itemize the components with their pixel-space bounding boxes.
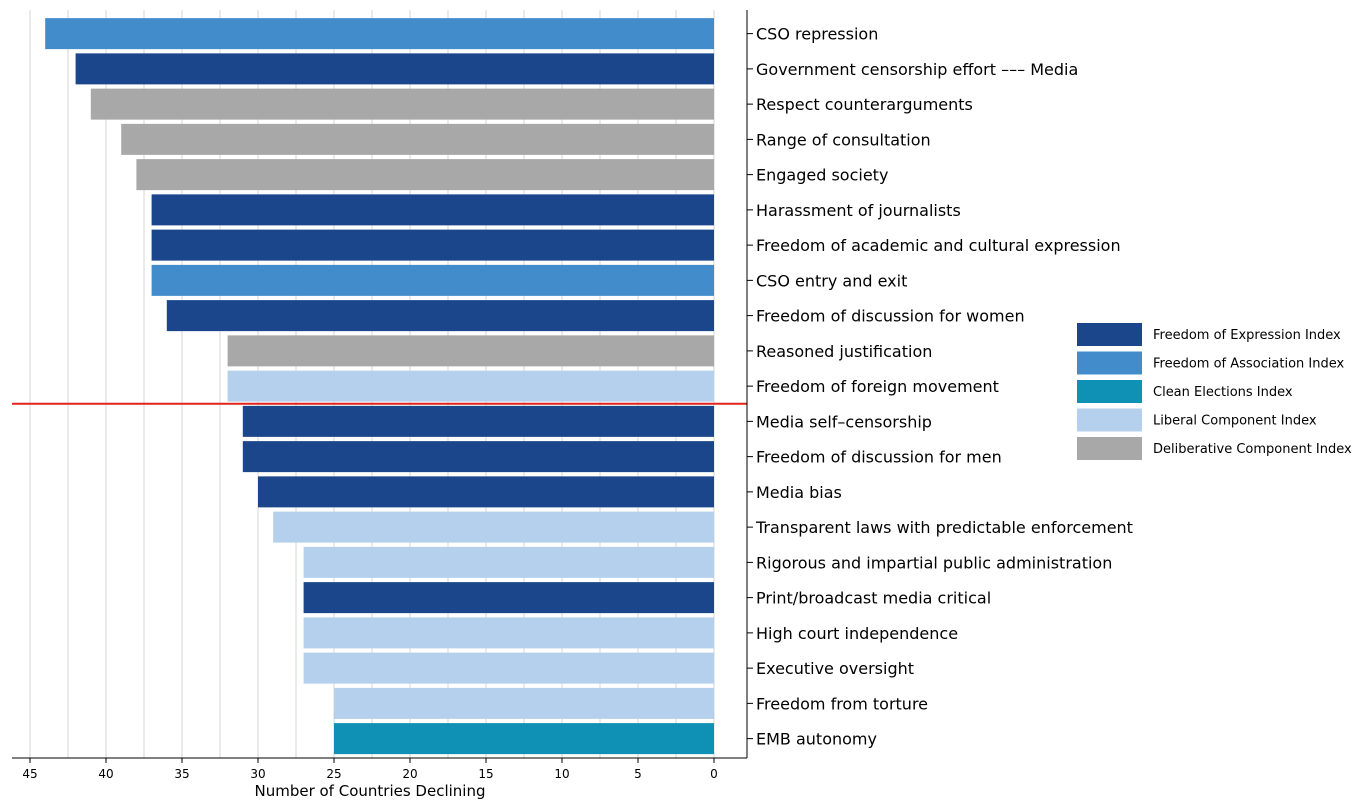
- axes: [12, 10, 753, 759]
- x-tick-label: 35: [174, 767, 189, 781]
- category-label: Respect counterarguments: [756, 95, 973, 114]
- category-label: Government censorship effort ––– Media: [756, 60, 1078, 79]
- bar: [227, 335, 714, 367]
- legend-swatch: [1077, 351, 1142, 375]
- category-label: Freedom of academic and cultural express…: [756, 236, 1121, 255]
- bar: [303, 617, 714, 649]
- bar: [334, 687, 714, 719]
- legend-label: Deliberative Component Index: [1153, 442, 1352, 457]
- x-tick-label: 5: [634, 767, 642, 781]
- x-axis-title: Number of Countries Declining: [254, 782, 485, 800]
- category-label: Harassment of journalists: [756, 201, 961, 220]
- bar: [227, 370, 714, 402]
- x-tick-label: 45: [22, 767, 37, 781]
- category-label: Transparent laws with predictable enforc…: [755, 518, 1133, 537]
- x-tick-label: 40: [98, 767, 113, 781]
- bar: [121, 123, 714, 155]
- category-label: CSO entry and exit: [756, 271, 907, 290]
- legend-swatch: [1077, 380, 1142, 403]
- bars: [45, 18, 715, 755]
- bar: [45, 18, 714, 50]
- category-label: Reasoned justification: [756, 342, 932, 361]
- bar: [242, 405, 715, 437]
- legend-swatch: [1077, 408, 1142, 432]
- category-label: Engaged society: [756, 166, 888, 185]
- bar: [273, 511, 714, 543]
- category-label: Freedom from torture: [756, 694, 928, 713]
- category-labels: CSO repression Government censorship effo…: [755, 25, 1133, 749]
- category-label: Media self–censorship: [756, 412, 932, 431]
- x-tick-label: 10: [554, 767, 569, 781]
- legend-swatch: [1077, 323, 1142, 346]
- category-label: Freedom of discussion for women: [756, 307, 1025, 326]
- category-label: Rigorous and impartial public administra…: [756, 553, 1112, 572]
- bar: [242, 441, 715, 473]
- category-label: Freedom of foreign movement: [756, 377, 999, 396]
- legend-label: Clean Elections Index: [1153, 385, 1293, 400]
- bar: [151, 194, 715, 226]
- x-tick-label: 15: [478, 767, 493, 781]
- x-tick-label: 20: [402, 767, 417, 781]
- category-label: Print/broadcast media critical: [756, 589, 991, 608]
- category-label: High court independence: [756, 624, 958, 643]
- bar: [303, 582, 714, 614]
- legend-label: Liberal Component Index: [1153, 414, 1317, 429]
- bar: [90, 88, 715, 120]
- x-tick-label: 30: [250, 767, 265, 781]
- x-tick-label: 25: [326, 767, 341, 781]
- bar: [303, 652, 714, 684]
- bar: [334, 723, 714, 755]
- bar: [151, 229, 715, 261]
- category-label: Media bias: [756, 483, 842, 502]
- bar: [75, 53, 715, 85]
- bar: [258, 476, 714, 508]
- bar: [136, 159, 714, 191]
- category-label: Executive oversight: [756, 659, 914, 678]
- bar: [303, 546, 714, 578]
- category-label: Range of consultation: [756, 130, 931, 149]
- legend: Freedom of Expression Index Freedom of As…: [1077, 323, 1352, 460]
- bar: [166, 300, 715, 332]
- legend-label: Freedom of Association Index: [1153, 357, 1344, 372]
- x-ticks: 45 40 35 30 25 20 15 10 5 0: [22, 758, 718, 781]
- category-label: EMB autonomy: [756, 730, 877, 749]
- legend-swatch: [1077, 437, 1142, 460]
- bar: [151, 264, 715, 296]
- legend-label: Freedom of Expression Index: [1153, 328, 1341, 343]
- category-label: Freedom of discussion for men: [756, 448, 1002, 467]
- category-label: CSO repression: [756, 25, 878, 44]
- x-tick-label: 0: [710, 767, 718, 781]
